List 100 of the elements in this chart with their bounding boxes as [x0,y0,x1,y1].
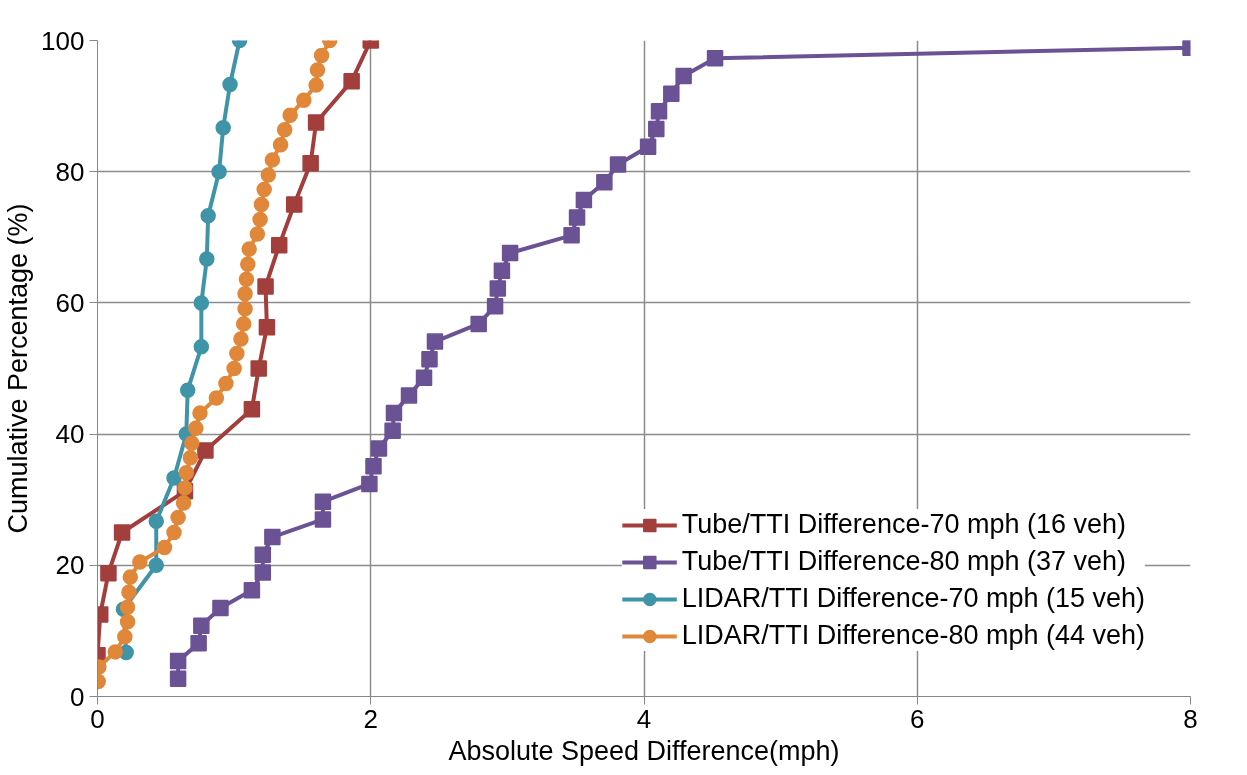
point [361,475,378,493]
point [113,524,131,541]
point [493,262,511,280]
point [489,280,507,297]
point [166,524,182,541]
point [218,375,234,392]
point [200,207,216,224]
point [675,67,692,85]
point [575,191,593,209]
point [190,635,207,652]
point [169,652,187,670]
y-tick-label: 20 [55,550,85,581]
y-tick-label: 40 [55,419,85,450]
point [285,196,303,213]
point [249,226,266,242]
point [258,318,276,336]
point [270,236,288,254]
y-tick-label: 80 [55,156,85,187]
point [264,528,281,546]
point [119,613,136,630]
point [212,599,229,617]
point [501,244,519,262]
point [208,390,225,406]
legend-label: Tube/TTI Difference-80 mph (37 veh) [681,546,1127,577]
point [314,493,332,510]
point [563,227,580,244]
point [568,209,586,226]
point [296,92,312,108]
point [256,181,272,198]
point [365,457,382,475]
point [182,449,199,466]
point [252,211,268,228]
x-tick-label: 6 [910,703,925,734]
point [235,316,252,332]
point [117,629,133,645]
point [254,546,272,564]
point [609,156,627,173]
point [421,351,438,368]
point [170,509,186,526]
point [179,382,196,398]
point [132,554,148,570]
x-tick-label: 0 [90,703,105,734]
y-tick-label: 0 [70,681,85,712]
y-axis-title: Cumulative Percentage (%) [3,203,34,534]
point [313,47,330,64]
point [156,539,173,556]
point [415,369,433,386]
legend-label: LIDAR/TTI Difference-70 mph (15 veh) [681,583,1145,614]
point [148,557,164,574]
point [148,513,164,530]
point [240,256,256,272]
point [199,251,215,267]
point [486,297,504,315]
point [243,581,261,599]
point [222,76,238,93]
y-tick-label: 60 [55,287,85,318]
point [119,599,136,616]
point [193,617,210,634]
point [650,103,668,120]
point [211,163,227,180]
point [193,295,210,311]
point [100,564,117,582]
point [706,49,724,67]
point [253,196,270,213]
point [308,77,324,93]
point [596,173,613,191]
x-tick-label: 2 [363,703,378,734]
point [243,400,261,418]
point [648,120,665,138]
point [122,569,139,585]
point [309,62,326,78]
point [226,360,242,377]
point [343,72,360,90]
point [307,114,325,131]
point [237,301,253,317]
point [370,440,388,457]
point [264,152,281,168]
point [188,420,204,436]
point [254,564,272,581]
point [233,331,249,347]
point [250,360,267,377]
point [237,285,253,302]
point [121,584,137,600]
point [197,442,214,459]
point [229,345,245,362]
point [215,120,231,136]
legend-label: LIDAR/TTI Difference-80 mph (44 veh) [681,620,1145,651]
point [260,167,277,183]
point [663,85,680,102]
y-tick-label: 100 [41,25,85,56]
legend-label: Tube/TTI Difference-70 mph (16 veh) [681,509,1127,540]
point [276,121,293,138]
point [426,333,444,350]
point [470,315,487,333]
x-tick-label: 4 [636,703,652,734]
point [384,422,401,440]
point [257,278,274,295]
point [639,138,657,156]
point [238,271,255,288]
x-axis-title: Absolute Speed Difference(mph) [448,735,840,766]
